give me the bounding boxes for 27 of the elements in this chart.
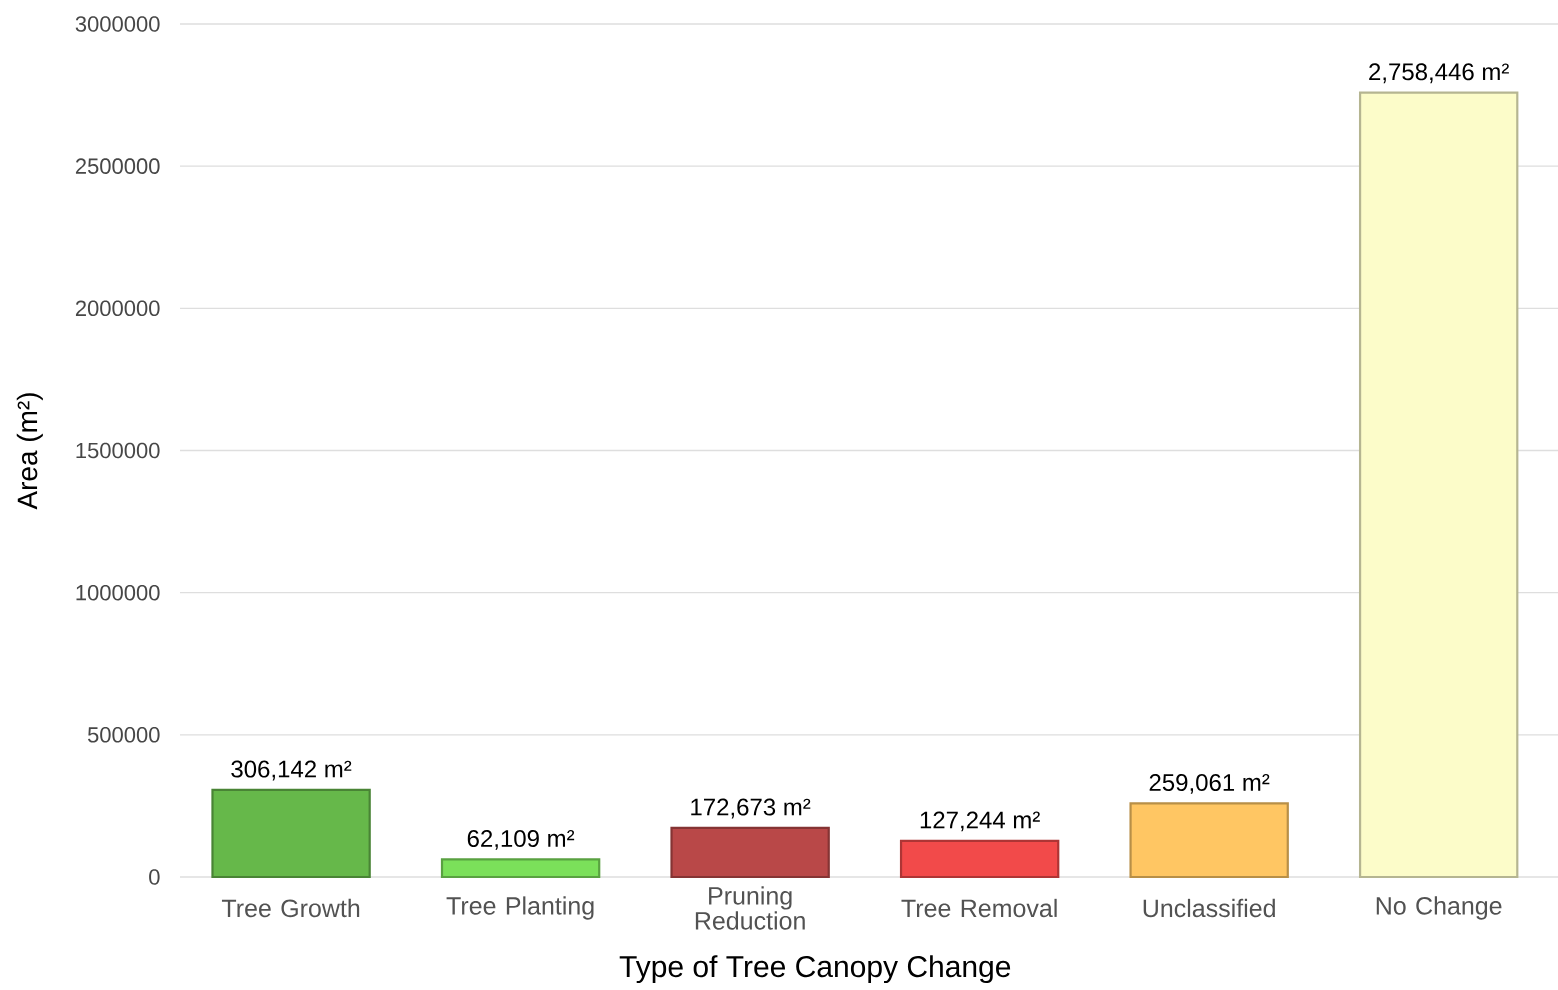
x-tick-label: Pruning Reduction: [695, 886, 805, 930]
y-tick-label: 3000000: [75, 16, 160, 32]
bar: [670, 826, 830, 879]
y-tick-label: 1000000: [76, 584, 160, 601]
data-label: 2,758,446 m²: [1369, 63, 1509, 84]
data-label: 127,244 m²: [920, 811, 1040, 832]
x-axis-title: Type of Tree Canopy Change: [619, 955, 1011, 984]
data-label: 259,061 m²: [1149, 773, 1270, 794]
x-tick-label: Unclassified: [1143, 898, 1275, 918]
x-tick-label: No Change: [1376, 896, 1502, 920]
bar: [1358, 91, 1519, 879]
data-label: 306,142 m²: [231, 760, 352, 781]
x-tick-label: Tree Growth: [221, 898, 360, 918]
data-label: 172,673 m²: [691, 798, 811, 819]
x-tick-label: Tree Planting: [446, 896, 594, 920]
bar: [899, 839, 1060, 879]
y-tick-label: 2000000: [75, 300, 160, 317]
bar: [1129, 802, 1289, 879]
bar: [211, 788, 371, 879]
bar: [440, 858, 601, 879]
y-tick-label: 0: [149, 869, 160, 885]
y-tick-label: 500000: [87, 727, 160, 743]
y-axis-title: Area (m²): [16, 393, 43, 510]
y-tick-label: 2500000: [75, 158, 160, 174]
y-tick-label: 1500000: [76, 442, 160, 459]
x-tick-label: Tree Removal: [901, 898, 1057, 918]
data-label: 62,109 m²: [467, 829, 575, 850]
